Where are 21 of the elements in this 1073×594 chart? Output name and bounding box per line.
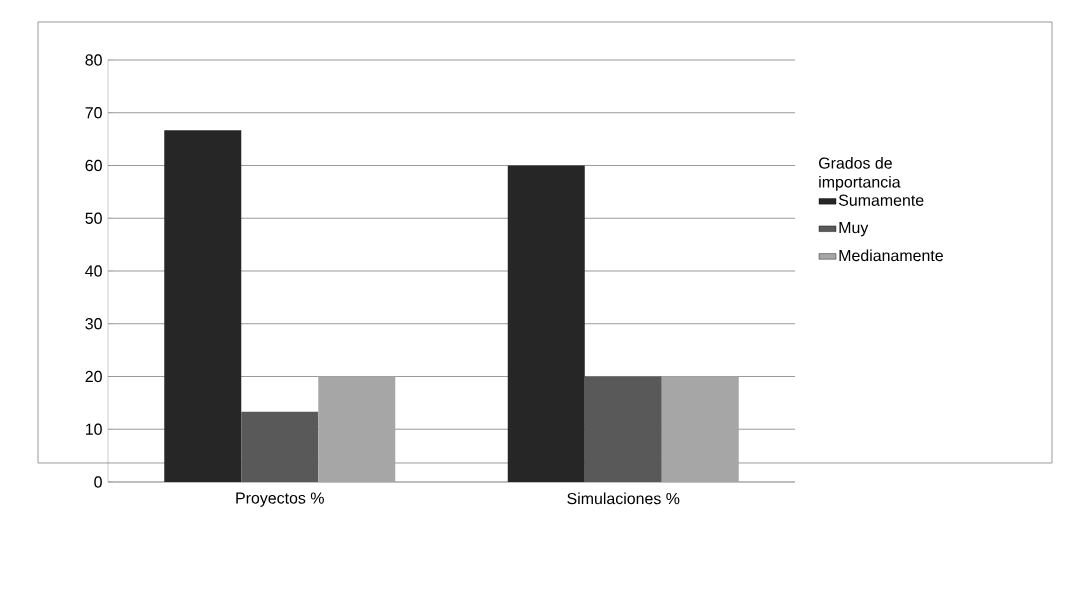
y-tick-label: 50	[85, 212, 102, 224]
y-tick-label: 0	[94, 476, 102, 488]
y-tick-label: 60	[85, 159, 102, 172]
y-tick-label: 70	[85, 107, 102, 119]
bar	[507, 165, 585, 482]
bar	[661, 376, 739, 482]
x-tick-label: Proyectos %	[236, 492, 324, 507]
x-tick-label: Simulaciones %	[567, 492, 680, 505]
bar	[241, 411, 319, 482]
legend-label: Sumamente	[838, 194, 924, 206]
y-tick-label: 40	[85, 265, 102, 277]
legend-title: Grados de importancia	[819, 157, 901, 191]
bar	[584, 376, 662, 482]
legend-label: Medianamente	[839, 249, 943, 262]
bar	[318, 376, 396, 482]
y-tick-label: 20	[85, 370, 102, 383]
bar	[164, 130, 242, 482]
y-tick-label: 30	[85, 318, 102, 330]
y-tick-label: 80	[85, 54, 102, 66]
legend-label: Muy	[839, 222, 869, 237]
y-tick-label: 10	[85, 423, 102, 435]
